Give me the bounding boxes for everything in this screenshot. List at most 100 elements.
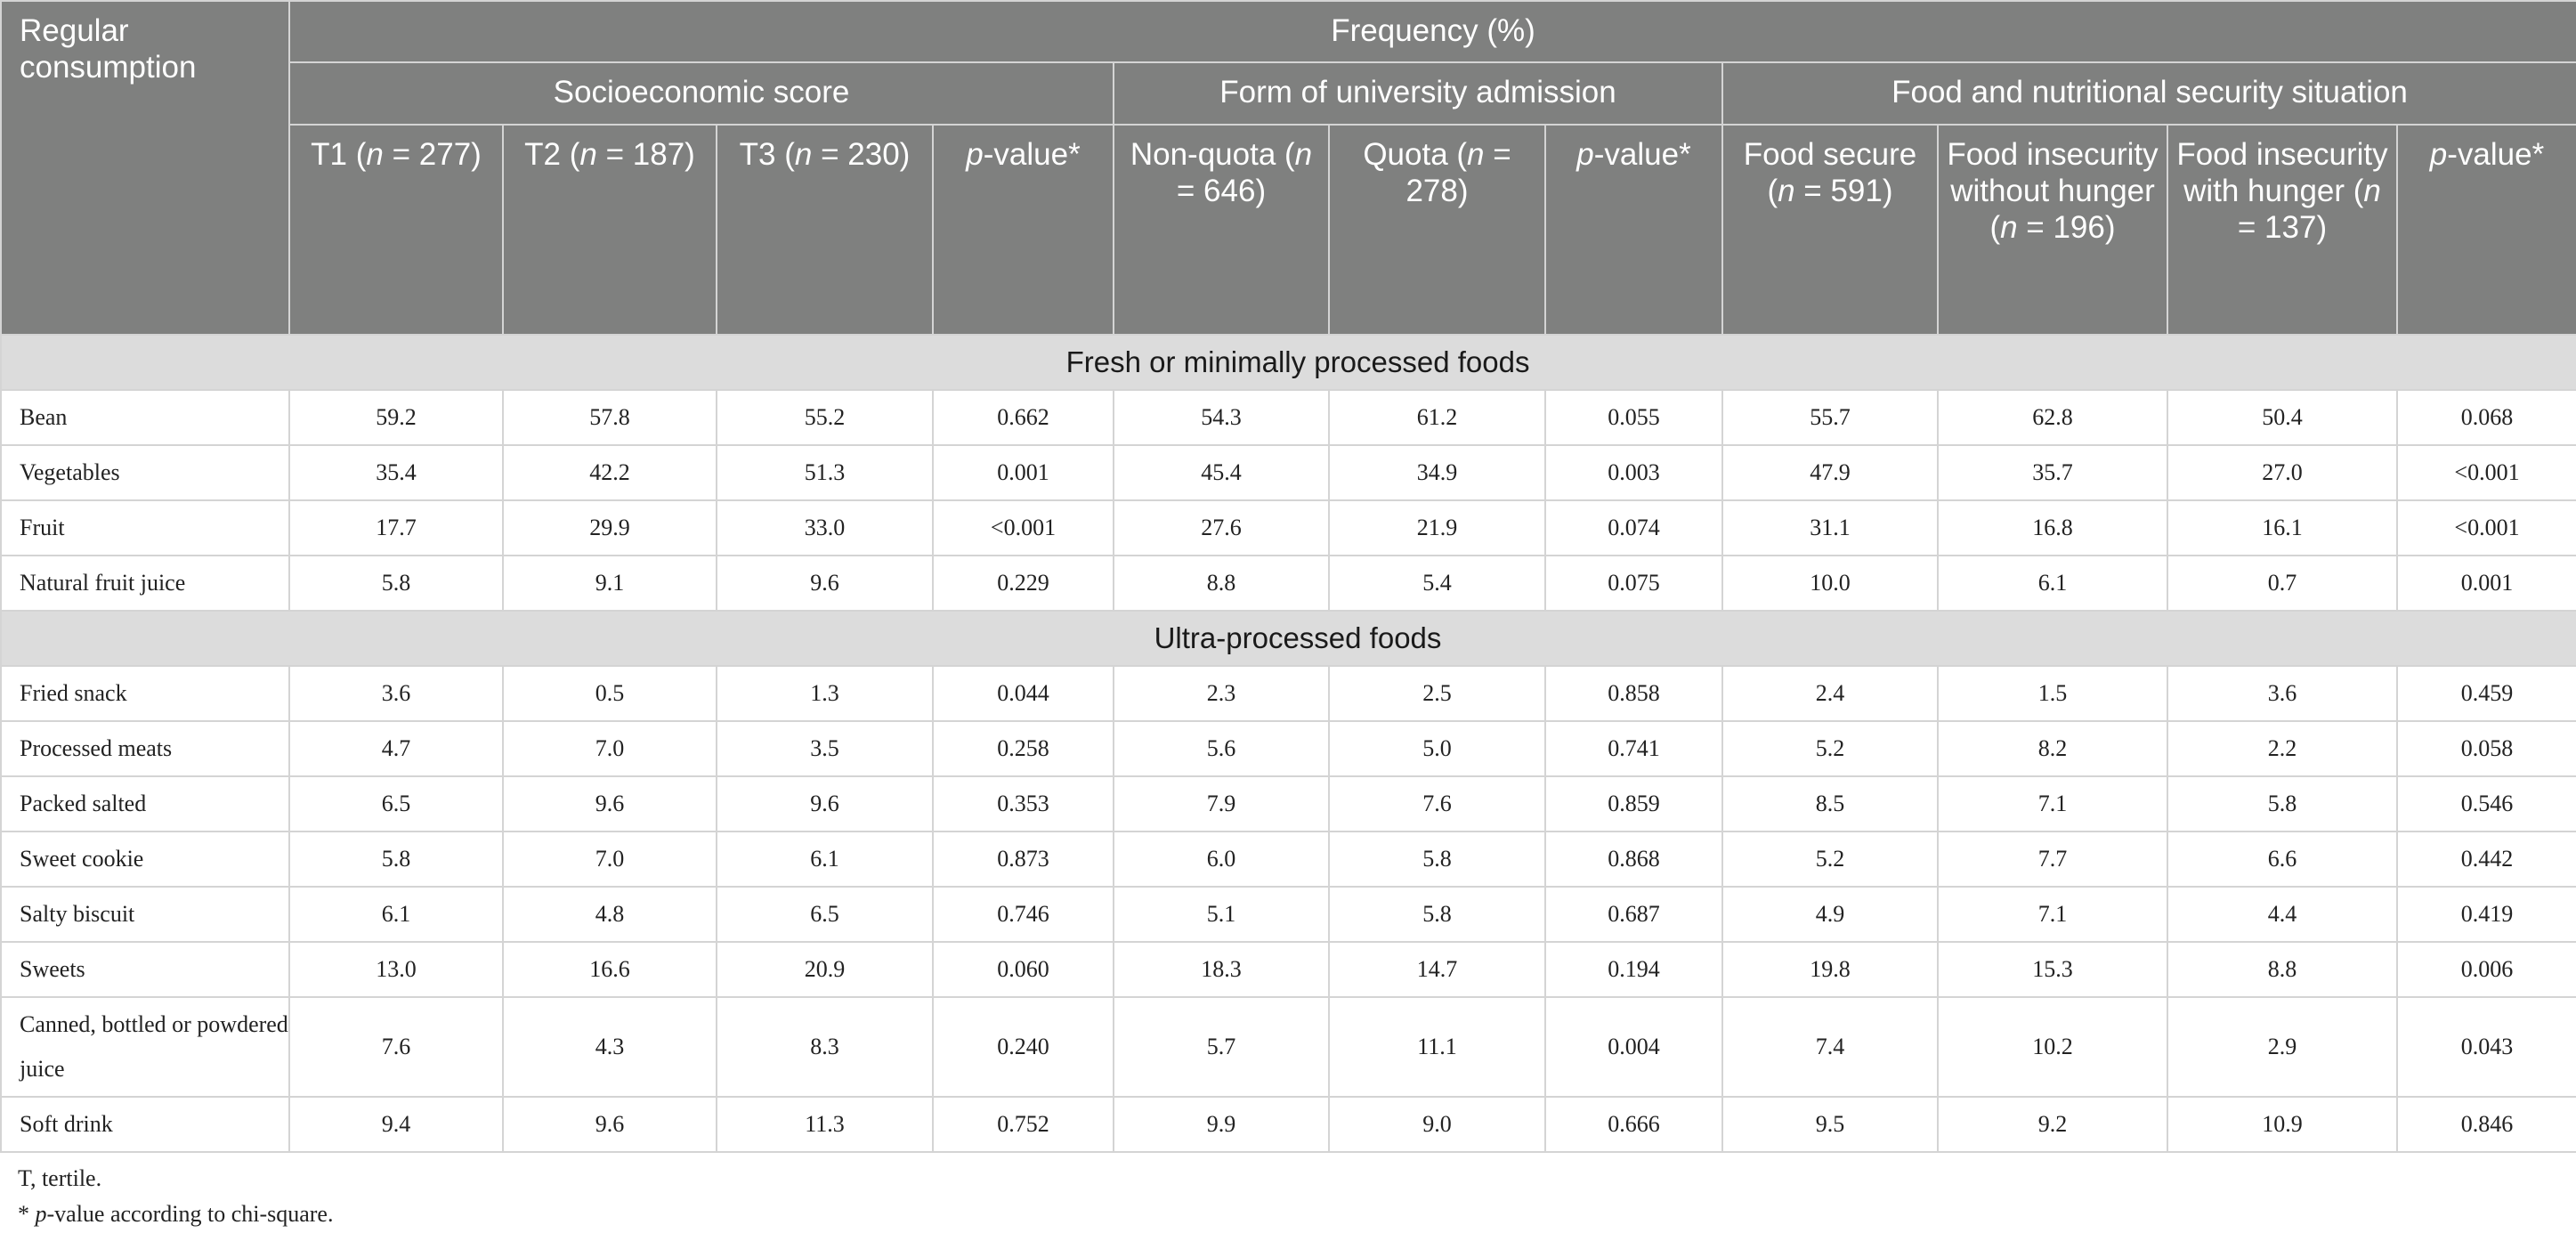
table-row: Fruit 17.7 29.9 33.0 <0.001 27.6 21.9 0.074 31.1… [0, 499, 2576, 556]
table-cell: 35.7 [1937, 444, 2168, 501]
table-cell: 6.6 [2167, 831, 2398, 888]
table-cell: 55.7 [1721, 389, 1939, 446]
table-cell: 33.0 [716, 499, 934, 556]
table-cell: 5.6 [1113, 720, 1330, 777]
section-row: Ultra-processed foods [0, 610, 2576, 667]
table-row: Packed salted 6.5 9.6 9.6 0.353 7.9 7.6 0.859 8.… [0, 775, 2576, 832]
section-row: Fresh or minimally processed foods [0, 334, 2576, 391]
table-cell: 6.5 [288, 775, 504, 832]
table-cell: 16.6 [502, 941, 717, 998]
table-cell: 7.6 [1328, 775, 1546, 832]
table-cell: 0.055 [1544, 389, 1723, 446]
table-cell: 6.1 [716, 831, 934, 888]
column-header-3: T3 (n = 230) [716, 124, 934, 336]
table-cell: 9.0 [1328, 1096, 1546, 1153]
table-cell: 0.353 [932, 775, 1114, 832]
table-cell: 3.6 [2167, 665, 2398, 722]
table-cell: 45.4 [1113, 444, 1330, 501]
table-cell: 6.0 [1113, 831, 1330, 888]
table-cell: 7.6 [288, 996, 504, 1098]
table-cell: 0.044 [932, 665, 1114, 722]
table-cell: 9.6 [716, 775, 934, 832]
table-cell: 9.6 [716, 555, 934, 612]
table-cell: 0.003 [1544, 444, 1723, 501]
group-header-socioeconomic: Socioeconomic score [288, 61, 1114, 126]
table-cell: 5.0 [1328, 720, 1546, 777]
footnote-tertile: T, tertile. [18, 1165, 102, 1191]
table-cell: 8.8 [1113, 555, 1330, 612]
column-header-8: Food secure (n = 591) [1721, 124, 1939, 336]
table-cell: 6.5 [716, 886, 934, 943]
column-header-4: p-value* [932, 124, 1114, 336]
table-cell: 0.001 [2395, 555, 2576, 612]
table-cell: 7.1 [1937, 775, 2168, 832]
table-cell: 1.5 [1937, 665, 2168, 722]
table-cell: 9.2 [1937, 1096, 2168, 1153]
table-cell: 5.2 [1721, 720, 1939, 777]
table-row: Sweet cookie 5.8 7.0 6.1 0.873 6.0 5.8 0.868 5.2… [0, 831, 2576, 888]
column-header-5: Non-quota (n = 646) [1113, 124, 1330, 336]
table-cell: 5.2 [1721, 831, 1939, 888]
table-cell: 2.3 [1113, 665, 1330, 722]
column-header-row: T1 (n = 277) T2 (n = 187) T3 (n = 230) p-va… [1, 124, 2576, 336]
table-cell: 8.3 [716, 996, 934, 1098]
table-cell: 0.741 [1544, 720, 1723, 777]
table-cell: 5.8 [288, 555, 504, 612]
table-cell: 0.194 [1544, 941, 1723, 998]
table-cell: 0.258 [932, 720, 1114, 777]
table-cell: 21.9 [1328, 499, 1546, 556]
table-cell: 0.687 [1544, 886, 1723, 943]
table-cell: 8.2 [1937, 720, 2168, 777]
table-cell: 1.3 [716, 665, 934, 722]
table-cell: 9.6 [502, 775, 717, 832]
row-label: Salty biscuit [0, 886, 290, 943]
table-cell: 20.9 [716, 941, 934, 998]
table-cell: 42.2 [502, 444, 717, 501]
table-cell: 0.419 [2395, 886, 2576, 943]
table-cell: 17.7 [288, 499, 504, 556]
table-row: Vegetables 35.4 42.2 51.3 0.001 45.4 34.9 0.003… [0, 444, 2576, 501]
table-row: Fried snack 3.6 0.5 1.3 0.044 2.3 2.5 0.858 2.4 1… [0, 665, 2576, 722]
table-cell: 5.8 [288, 831, 504, 888]
section-title: Ultra-processed foods [0, 610, 2576, 667]
table-cell: 0.666 [1544, 1096, 1723, 1153]
table-cell: 2.4 [1721, 665, 1939, 722]
table-cell: 2.2 [2167, 720, 2398, 777]
column-header-9: Food insecurity without hunger (n = 196) [1937, 124, 2168, 336]
table-cell: 9.5 [1721, 1096, 1939, 1153]
table-cell: 19.8 [1721, 941, 1939, 998]
table-cell: 61.2 [1328, 389, 1546, 446]
table-cell: 5.4 [1328, 555, 1546, 612]
table-cell: 3.5 [716, 720, 934, 777]
table-footnotes: T, tertile. * p-value according to chi-s… [18, 1161, 333, 1232]
table-cell: 50.4 [2167, 389, 2398, 446]
row-label: Soft drink [0, 1096, 290, 1153]
table-row: Soft drink 9.4 9.6 11.3 0.752 9.9 9.0 0.666 9.5 9… [0, 1096, 2576, 1153]
table-body: Fresh or minimally processed foods Bean 59… [0, 334, 2576, 1153]
table-row: Canned, bottled or powdered juice 7.6 4.3 8… [0, 996, 2576, 1098]
table-cell: 4.9 [1721, 886, 1939, 943]
table-cell: 27.0 [2167, 444, 2398, 501]
table-cell: 7.0 [502, 831, 717, 888]
table-cell: 0.058 [2395, 720, 2576, 777]
table-cell: 18.3 [1113, 941, 1330, 998]
table-row: Processed meats 4.7 7.0 3.5 0.258 5.6 5.0 0.741… [0, 720, 2576, 777]
table-row: Sweets 13.0 16.6 20.9 0.060 18.3 14.7 0.194 19.8… [0, 941, 2576, 998]
table-cell: 8.5 [1721, 775, 1939, 832]
table-cell: 4.7 [288, 720, 504, 777]
table-cell: <0.001 [932, 499, 1114, 556]
table-cell: 0.043 [2395, 996, 2576, 1098]
table-cell: 57.8 [502, 389, 717, 446]
table-cell: 27.6 [1113, 499, 1330, 556]
table-cell: 55.2 [716, 389, 934, 446]
table-cell: 5.7 [1113, 996, 1330, 1098]
column-header-10: Food insecurity with hunger (n = 137) [2167, 124, 2398, 336]
table-cell: 5.8 [2167, 775, 2398, 832]
column-header-7: p-value* [1544, 124, 1723, 336]
table-cell: 10.2 [1937, 996, 2168, 1098]
table-cell: <0.001 [2395, 499, 2576, 556]
data-table-container: Regular consumption Frequency (%) Socioe… [0, 0, 2576, 1153]
table-cell: 0.004 [1544, 996, 1723, 1098]
table-cell: 0.746 [932, 886, 1114, 943]
table-cell: 7.1 [1937, 886, 2168, 943]
